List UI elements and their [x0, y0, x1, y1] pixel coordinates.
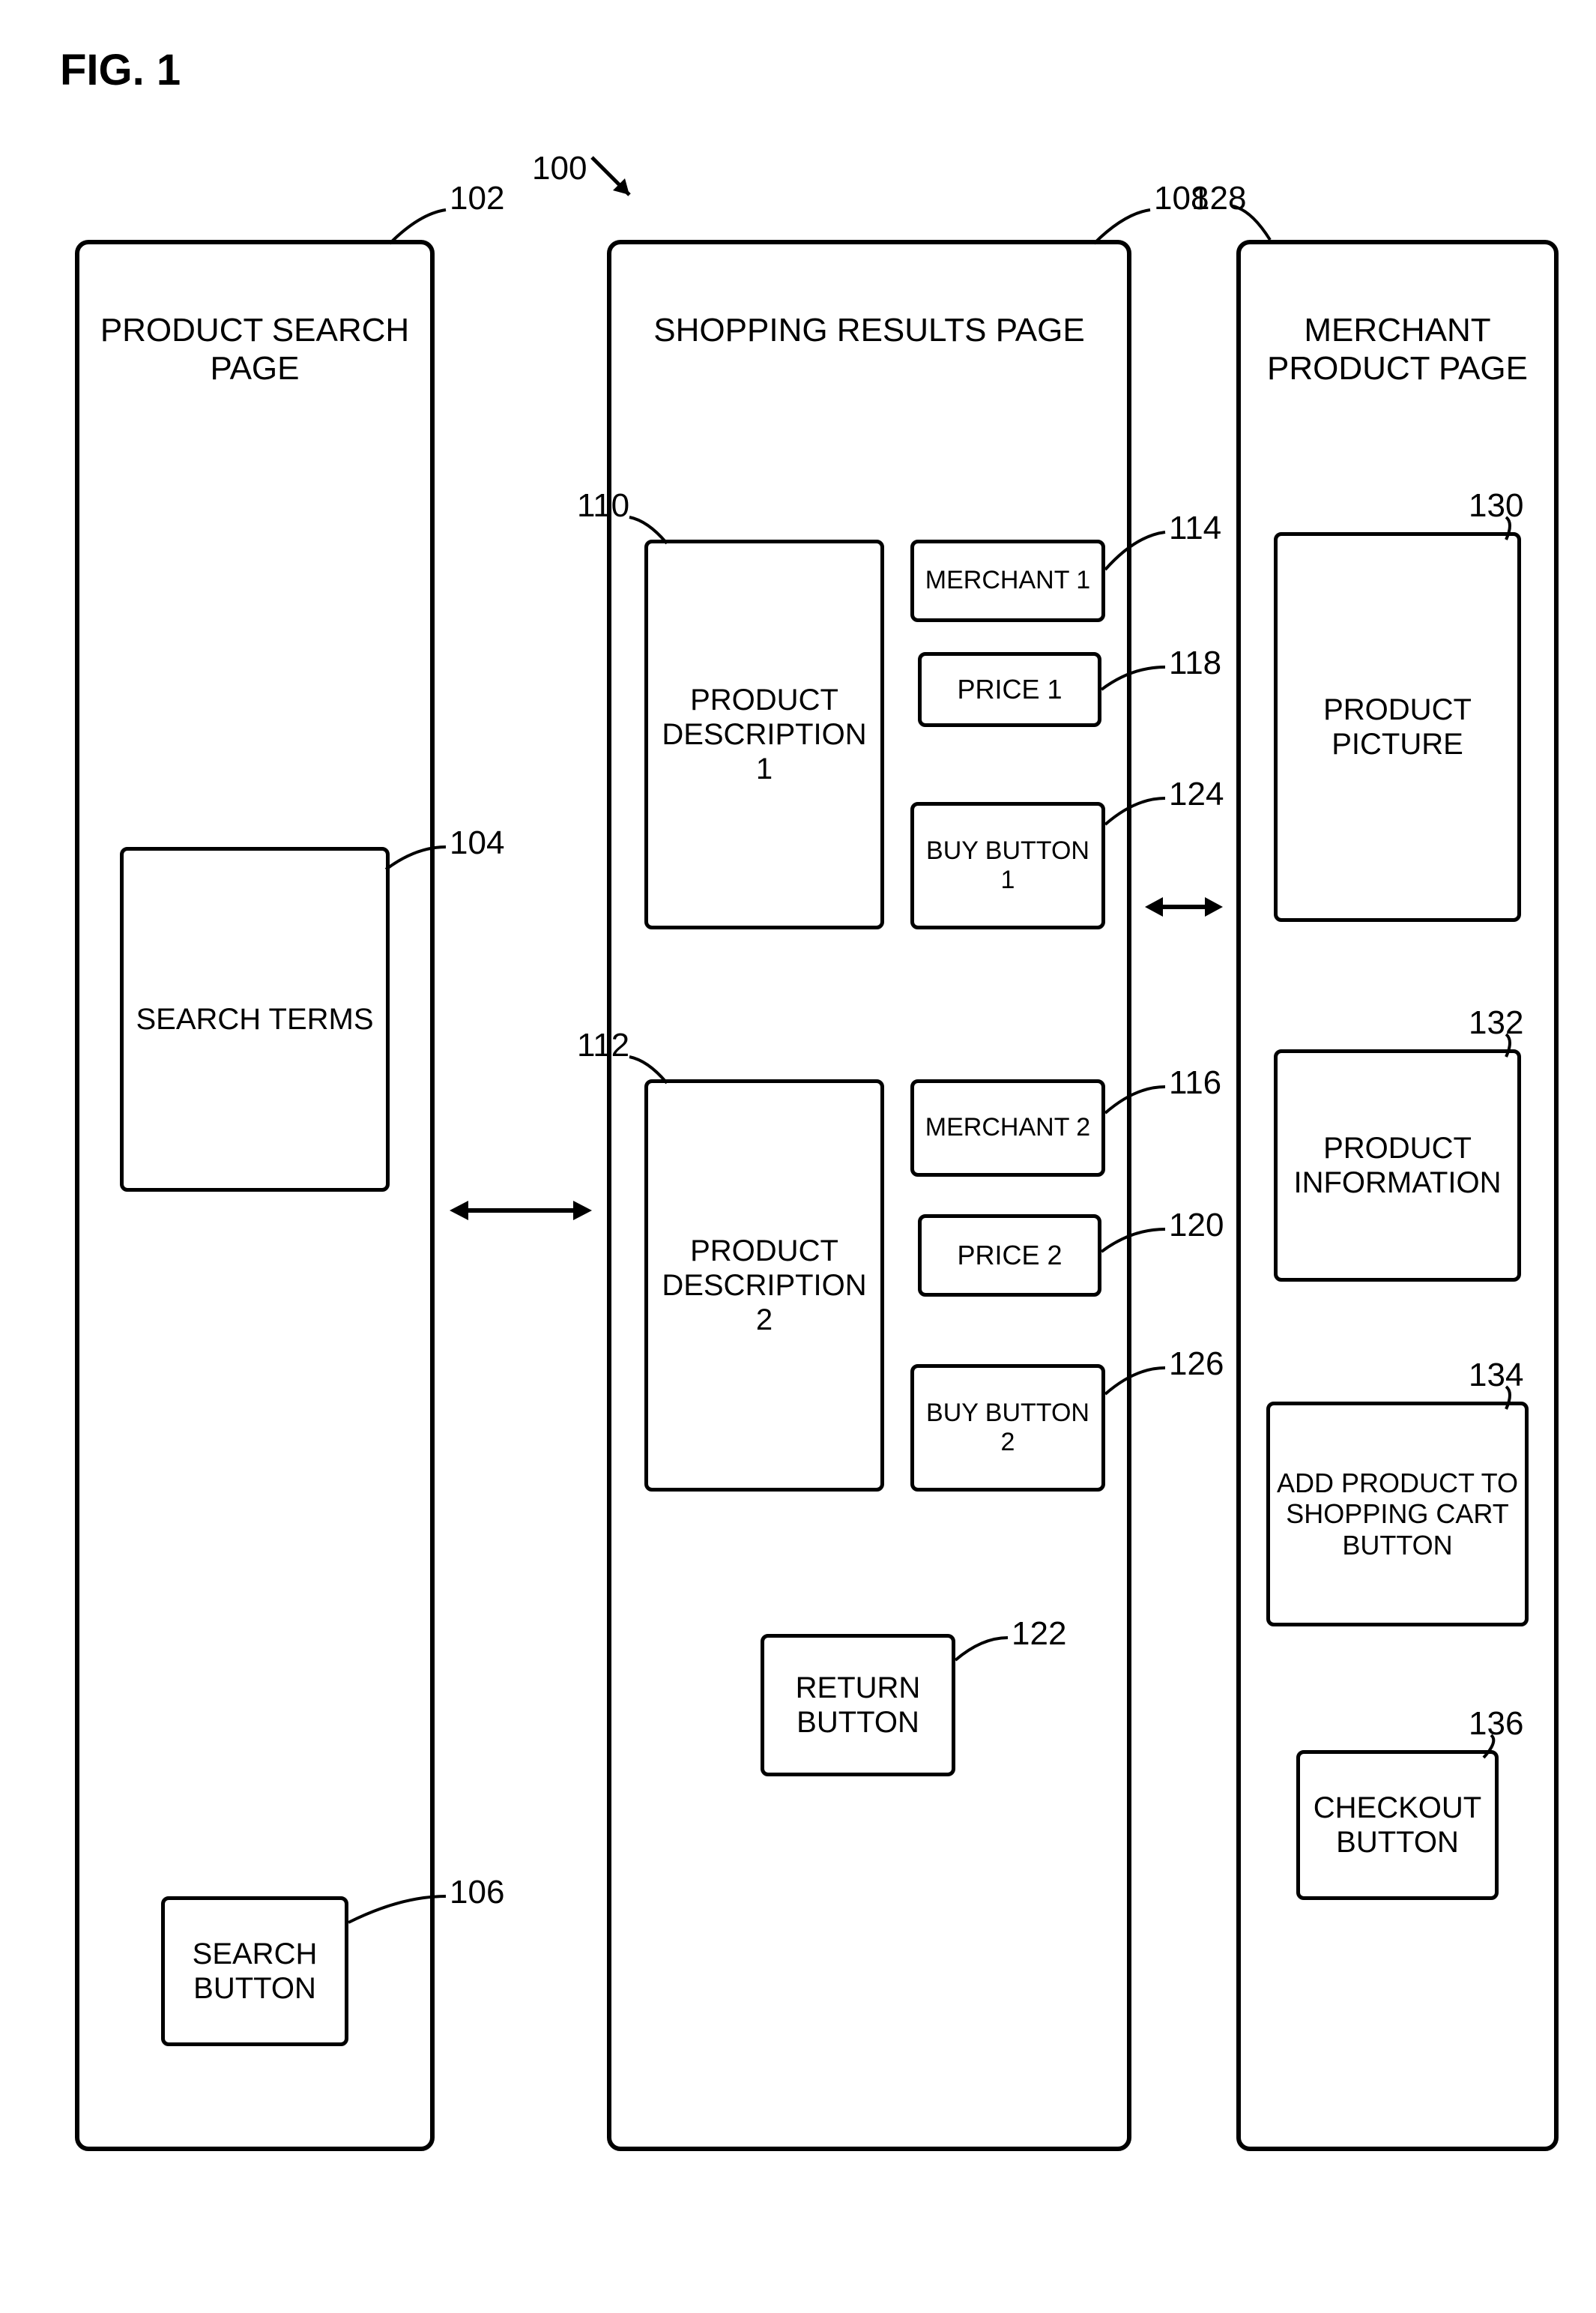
ref-134: 134: [1469, 1357, 1523, 1394]
ref-112: 112: [577, 1027, 629, 1064]
merchant-product-page-title: MERCHANT PRODUCT PAGE: [1241, 312, 1554, 387]
ref-104: 104: [450, 824, 504, 862]
return-button-box: RETURN BUTTON: [761, 1634, 955, 1776]
product-information-box: PRODUCT INFORMATION: [1274, 1049, 1521, 1282]
price-1-box: PRICE 1: [918, 652, 1101, 727]
ref-114: 114: [1169, 510, 1221, 547]
ref-126: 126: [1169, 1345, 1224, 1383]
ref-136: 136: [1469, 1705, 1523, 1743]
merchant-1-box: MERCHANT 1: [910, 540, 1105, 622]
ref-122: 122: [1012, 1615, 1066, 1653]
merchant-2-box: MERCHANT 2: [910, 1079, 1105, 1177]
ref-106: 106: [450, 1874, 504, 1911]
ref-102: 102: [450, 180, 504, 217]
buy-button-1-box: BUY BUTTON 1: [910, 802, 1105, 929]
product-description-2-box: PRODUCT DESCRIPTION 2: [644, 1079, 884, 1492]
add-to-cart-box: ADD PRODUCT TO SHOPPING CART BUTTON: [1266, 1402, 1529, 1626]
buy-button-2-box: BUY BUTTON 2: [910, 1364, 1105, 1492]
ref-116: 116: [1169, 1064, 1221, 1102]
system-ref-arrow: [584, 150, 652, 221]
ref-110: 110: [577, 487, 629, 525]
checkout-button-box: CHECKOUT BUTTON: [1296, 1750, 1499, 1900]
shopping-results-page-title: SHOPPING RESULTS PAGE: [611, 312, 1127, 350]
ref-128: 128: [1191, 180, 1246, 217]
figure-title: FIG. 1: [60, 45, 181, 95]
system-ref-label: 100: [532, 150, 587, 187]
arrow-search-to-results: [446, 1184, 596, 1237]
product-picture-box: PRODUCT PICTURE: [1274, 532, 1521, 922]
ref-132: 132: [1469, 1004, 1523, 1042]
ref-118: 118: [1169, 645, 1221, 682]
price-2-box: PRICE 2: [918, 1214, 1101, 1297]
ref-130: 130: [1469, 487, 1523, 525]
product-search-page-panel: PRODUCT SEARCH PAGE: [75, 240, 435, 2151]
ref-120: 120: [1169, 1207, 1224, 1244]
diagram-canvas: FIG. 1 100 PRODUCT SEARCH PAGE 102 SEARC…: [30, 30, 1566, 2283]
search-terms-box: SEARCH TERMS: [120, 847, 390, 1192]
search-button-box: SEARCH BUTTON: [161, 1896, 348, 2046]
product-search-page-title: PRODUCT SEARCH PAGE: [79, 312, 430, 387]
product-description-1-box: PRODUCT DESCRIPTION 1: [644, 540, 884, 929]
arrow-results-to-merchant: [1143, 881, 1225, 933]
ref-124: 124: [1169, 776, 1224, 813]
